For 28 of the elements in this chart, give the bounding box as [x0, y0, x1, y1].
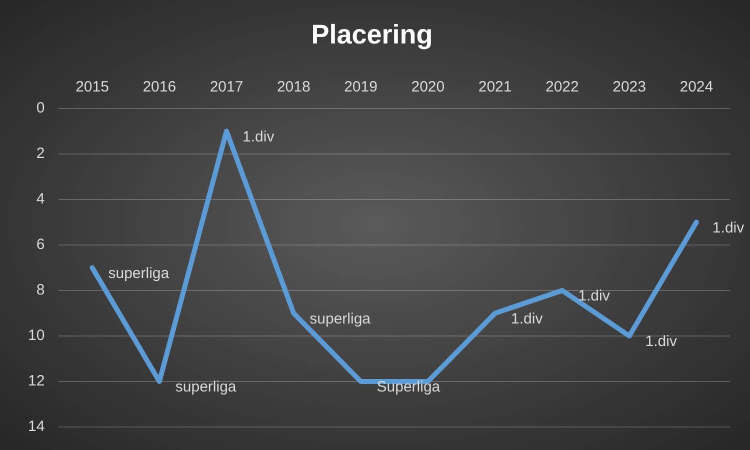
y-tick-label: 14 — [28, 418, 45, 436]
annotation: 1.div — [511, 310, 544, 328]
x-tick-label: 2016 — [142, 78, 176, 96]
x-tick-label: 2020 — [411, 78, 445, 96]
y-tick-label: 0 — [36, 100, 45, 117]
x-tick-label: 2015 — [76, 78, 109, 96]
annotation: superliga — [108, 264, 170, 282]
x-tick-label: 2018 — [276, 78, 310, 96]
y-tick-label: 8 — [36, 282, 45, 299]
y-tick-label: 6 — [36, 236, 45, 254]
y-tick-label: 10 — [28, 327, 45, 344]
annotation: 1.div — [242, 128, 275, 146]
annotation: 1.div — [645, 333, 678, 350]
y-tick-label: 4 — [36, 190, 45, 208]
annotation: 1.div — [578, 288, 610, 305]
annotation: 1.div — [712, 219, 745, 236]
annotation: Superliga — [376, 378, 441, 396]
chart-title: Placering — [311, 20, 433, 50]
x-tick-label: 2022 — [545, 78, 579, 96]
x-tick-label: 2021 — [478, 78, 512, 96]
annotation: superliga — [310, 310, 372, 328]
x-tick-label: 2023 — [612, 78, 646, 96]
annotation: superliga — [175, 378, 237, 396]
x-tick-label: 2024 — [680, 78, 714, 96]
y-tick-label: 2 — [36, 145, 45, 162]
x-tick-label: 2019 — [344, 78, 378, 96]
y-tick-label: 12 — [28, 372, 45, 390]
x-tick-label: 2017 — [210, 78, 244, 96]
